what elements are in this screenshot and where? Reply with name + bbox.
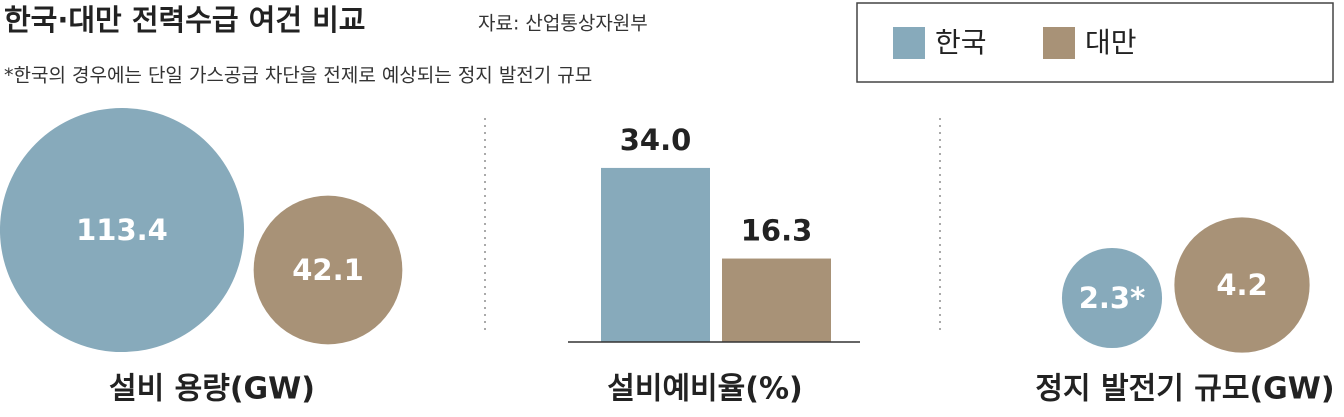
value-label: 4.2 bbox=[1216, 268, 1267, 302]
title: 한국·대만 전력수급 여건 비교 bbox=[4, 3, 365, 37]
legend-label: 대만 bbox=[1085, 26, 1137, 59]
bubble bbox=[253, 195, 403, 345]
bar bbox=[601, 167, 710, 342]
panel-title: 설비 용량(GW) bbox=[109, 372, 315, 407]
bar bbox=[722, 258, 831, 342]
bubble bbox=[0, 107, 245, 353]
legend-swatch bbox=[1043, 27, 1075, 59]
source: 자료: 산업통상자원부 bbox=[478, 13, 648, 35]
legend-swatch bbox=[893, 27, 925, 59]
value-label: 113.4 bbox=[76, 213, 168, 247]
bubble bbox=[1174, 217, 1310, 353]
legend-box bbox=[856, 2, 1334, 83]
value-label: 2.3* bbox=[1079, 281, 1146, 315]
value-label: 16.3 bbox=[741, 214, 813, 248]
note: *한국의 경우에는 단일 가스공급 차단을 전제로 예상되는 정지 발전기 규모 bbox=[4, 65, 592, 87]
legend-label: 한국 bbox=[935, 26, 987, 59]
value-label: 34.0 bbox=[620, 123, 692, 157]
value-label: 42.1 bbox=[292, 253, 364, 287]
bubble bbox=[1061, 247, 1163, 349]
panel-title: 정지 발전기 규모(GW) bbox=[1035, 372, 1334, 407]
panel-title: 설비예비율(%) bbox=[607, 372, 802, 407]
